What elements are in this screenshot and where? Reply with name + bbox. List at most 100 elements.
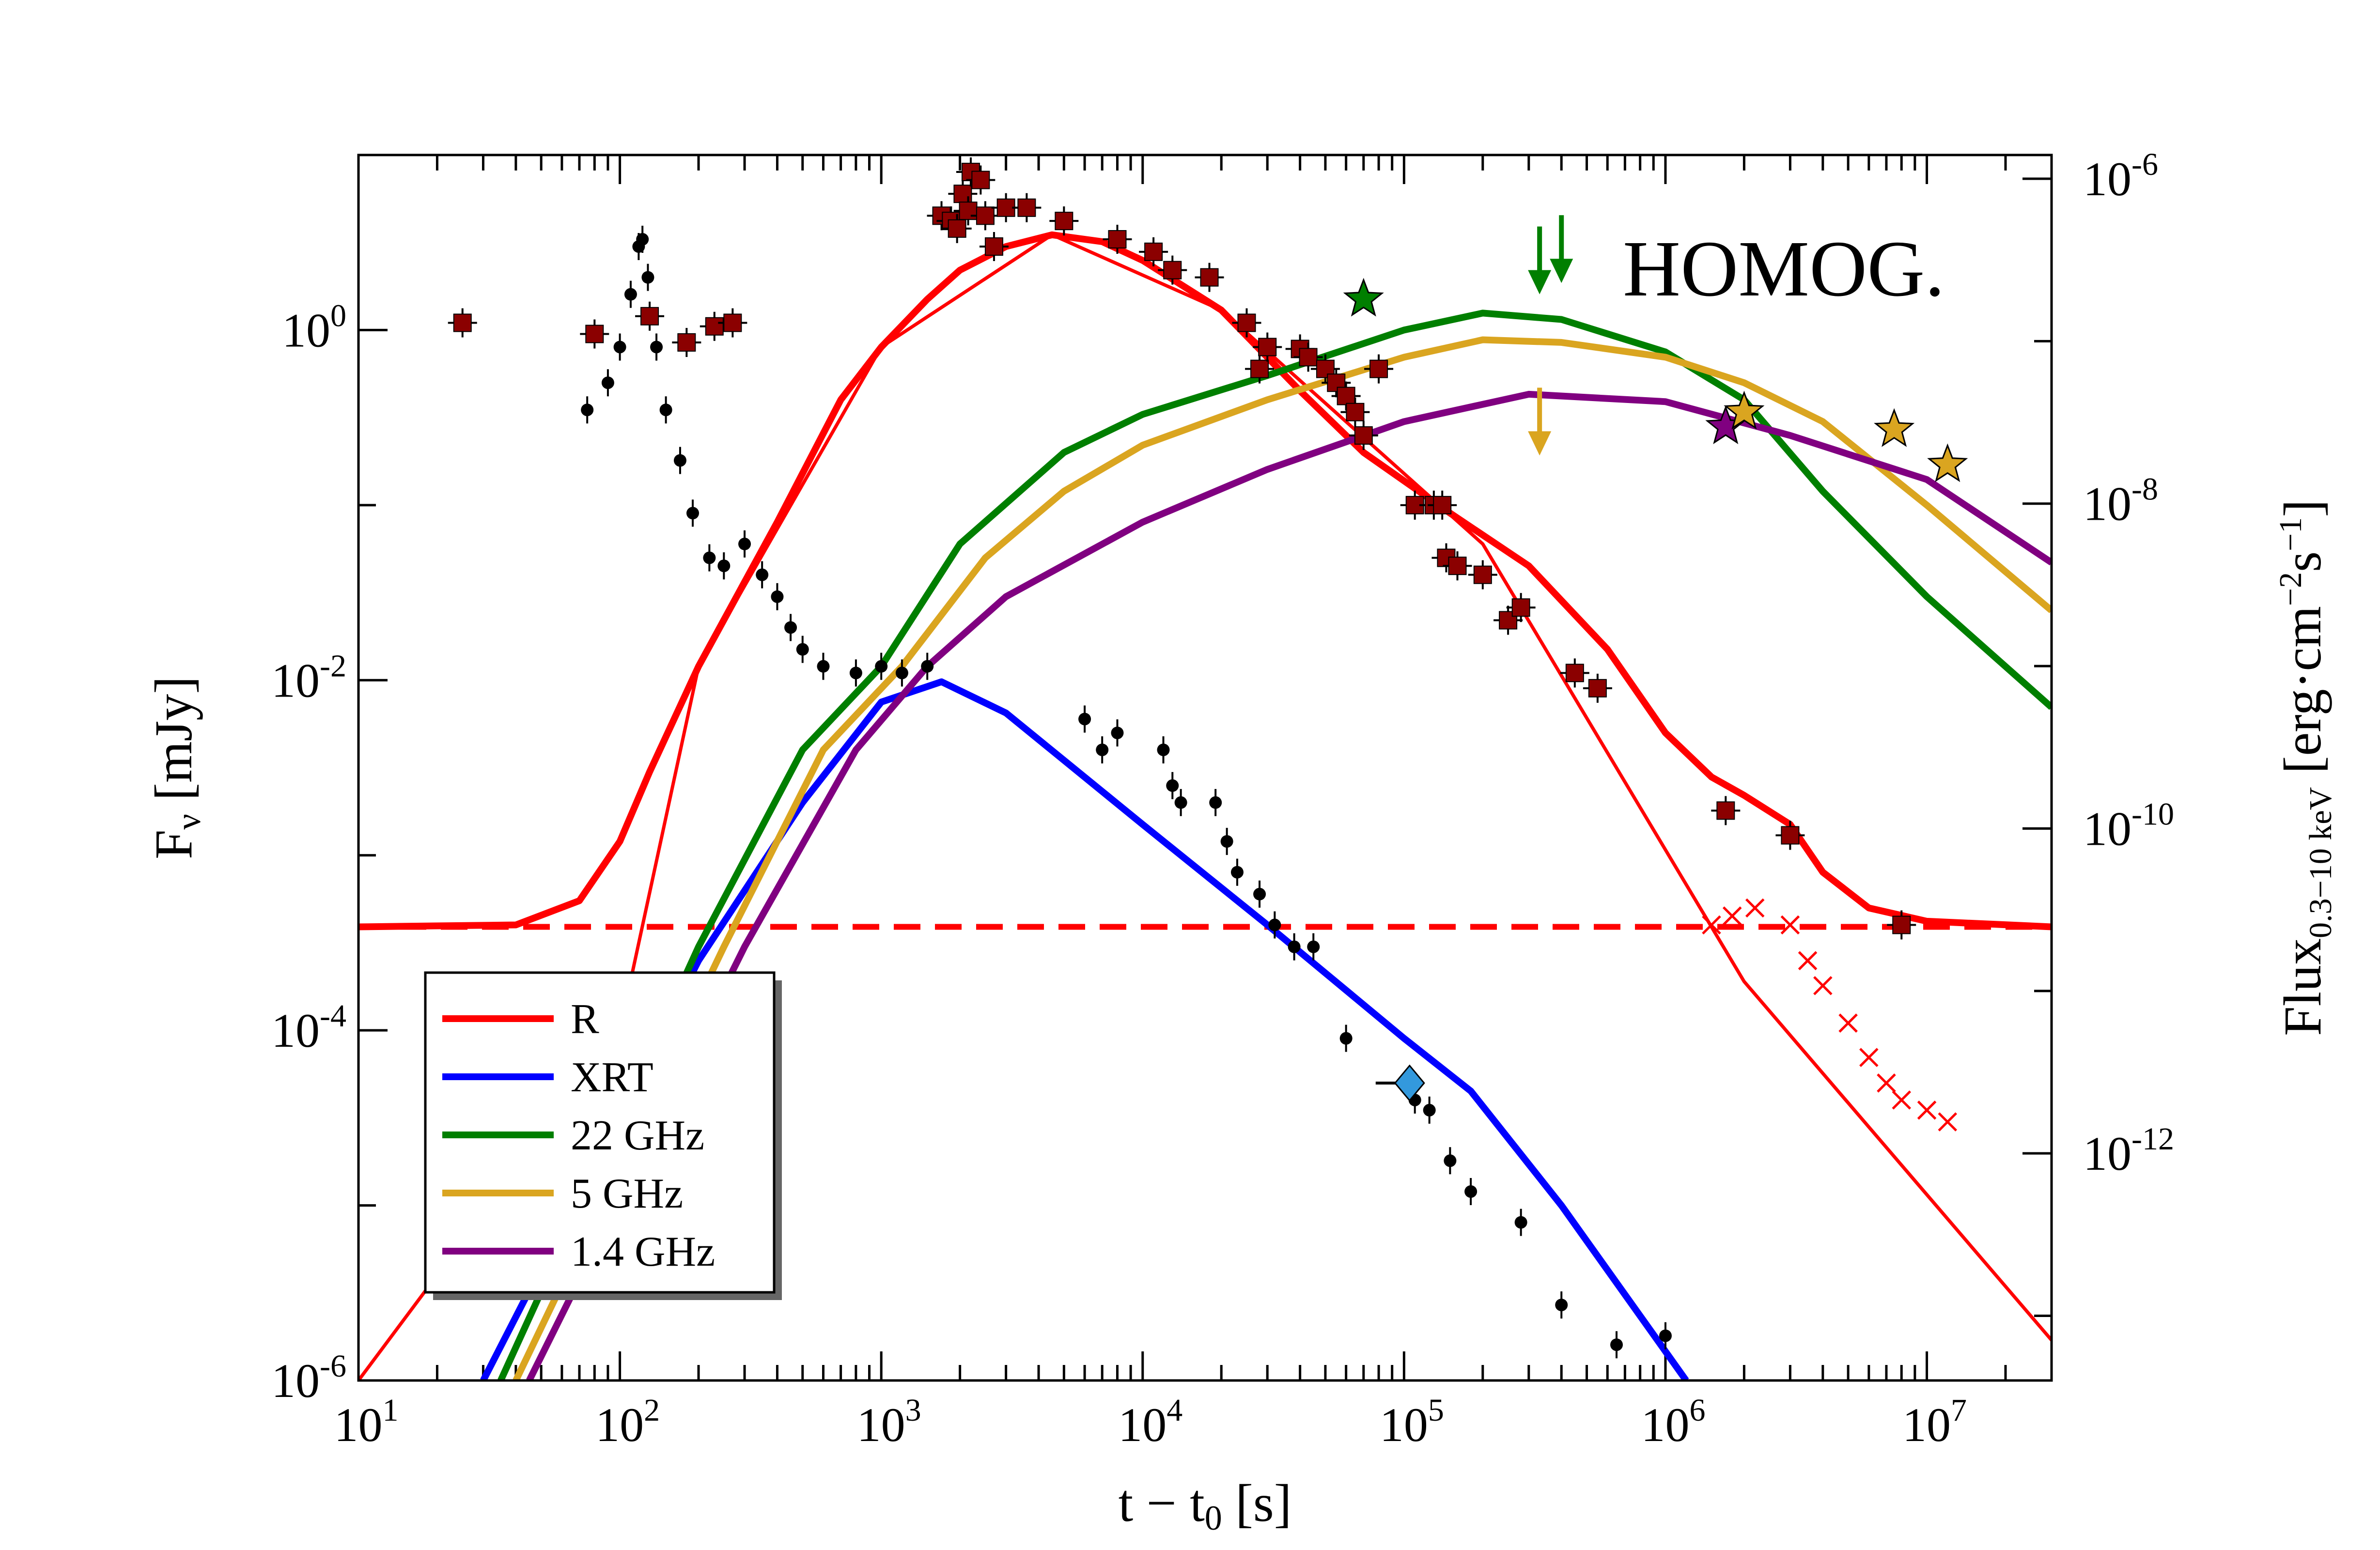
xrt-data-point <box>1220 835 1233 848</box>
xrt-data-point <box>601 376 614 389</box>
y-right-title-sup1: −2 <box>2273 572 2308 606</box>
xrt-data-point <box>624 288 637 301</box>
xrt-data-point <box>659 403 672 417</box>
xrt-data-point <box>796 643 809 656</box>
radio-star-point <box>1927 443 1968 482</box>
r-data-point <box>1108 230 1127 249</box>
x-tick-label: 101 <box>334 1393 399 1452</box>
xrt-data-point <box>1307 940 1320 953</box>
r-data-point <box>1250 359 1269 378</box>
r-data-point <box>1781 826 1800 845</box>
r-data-point <box>677 333 696 352</box>
xrt-data-point <box>1111 727 1124 740</box>
xrt-data-point <box>1555 1299 1568 1312</box>
xrt-data-point <box>849 666 862 680</box>
xrt-data-point <box>1166 779 1179 792</box>
r-data-point <box>1354 426 1373 445</box>
xrt-data-point <box>1659 1329 1672 1342</box>
xrt-data-point <box>673 454 686 467</box>
r-data-point <box>996 198 1015 217</box>
y-left-axis-title: Fν [mJy] <box>144 676 208 859</box>
xrt-data-point <box>1209 796 1222 809</box>
y-left-tick-label: 10-2 <box>271 648 346 707</box>
series-line-1-4-ghz <box>526 390 2052 1380</box>
r-data-point <box>1299 348 1318 367</box>
radio-star-point <box>1874 408 1915 447</box>
x-axis-title-main: t − t <box>1119 1473 1205 1533</box>
y-right-axis-title: Flux0.3−10 keV [erg·cm−2s−1] <box>2273 499 2338 1036</box>
r-data-point <box>1200 268 1219 287</box>
x-tick-label: 107 <box>1902 1393 1967 1452</box>
xrt-data-point <box>1078 713 1091 726</box>
y-right-title-unit: [erg·cm <box>2273 606 2332 787</box>
xrt-data-point <box>581 403 594 417</box>
x-axis-title: t − t0 [s] <box>1119 1473 1292 1537</box>
r-late-data-point <box>1798 951 1818 971</box>
data-points <box>448 157 1968 1359</box>
series-line-r-afterglow-only- <box>358 233 2052 1380</box>
y-left-tick-labels: 100 10-2 10-4 10-6 <box>271 298 346 1408</box>
xrt-data-point <box>1096 744 1109 757</box>
xrt-data-point <box>875 660 888 673</box>
r-data-point <box>723 313 742 332</box>
xrt-data-point <box>738 538 751 551</box>
r-data-point <box>1346 403 1365 421</box>
r-data-point <box>1369 359 1388 378</box>
y-right-tick-label: 10-10 <box>2083 796 2174 855</box>
y-right-title-sup2: −1 <box>2273 517 2308 551</box>
x-tick-label: 103 <box>857 1393 921 1452</box>
xrt-data-point <box>1174 796 1187 809</box>
x-tick-label: 106 <box>1641 1393 1705 1452</box>
xrt-data-point <box>641 271 654 284</box>
y-right-tick-label: 10-6 <box>2083 147 2158 206</box>
xrt-diamond-point <box>1394 1064 1425 1102</box>
r-data-point <box>984 237 1003 256</box>
r-data-point <box>948 219 966 238</box>
r-data-point <box>1511 598 1530 617</box>
x-tick-label: 104 <box>1118 1393 1182 1452</box>
xrt-data-point <box>717 559 731 573</box>
r-data-point <box>1163 261 1182 279</box>
r-late-data-point <box>1722 906 1742 926</box>
legend-label: 1.4 GHz <box>571 1228 715 1275</box>
r-data-point <box>971 170 990 189</box>
y-left-title-sub: ν <box>169 814 208 830</box>
r-data-point <box>640 307 659 326</box>
y-right-title-end: ] <box>2273 499 2332 517</box>
chart-annotation: HOMOG. <box>1623 224 1945 313</box>
r-data-point <box>1017 198 1036 217</box>
x-axis-title-unit: [s] <box>1222 1473 1292 1533</box>
r-data-point <box>1448 557 1467 575</box>
xrt-data-point <box>771 590 784 603</box>
y-right-tick-label: 10-8 <box>2083 472 2158 531</box>
r-late-data-point <box>1745 898 1765 918</box>
r-data-point <box>1565 664 1584 682</box>
y-left-tick-label: 10-6 <box>271 1348 346 1408</box>
xrt-data-point <box>686 507 700 520</box>
r-data-point <box>1588 679 1607 698</box>
y-right-title-main: Flux <box>2273 938 2332 1036</box>
xrt-data-point <box>1230 866 1244 879</box>
y-left-title-main: F <box>144 830 203 859</box>
x-tick-labels: 101 102 103 104 105 106 107 <box>334 1393 1967 1452</box>
x-axis-title-sub: 0 <box>1205 1499 1222 1537</box>
r-data-point <box>1892 915 1911 934</box>
r-data-point <box>959 202 978 220</box>
r-data-point <box>1433 496 1452 514</box>
upper-limit-arrow-head <box>1528 431 1552 456</box>
r-late-data-point <box>1780 915 1800 935</box>
r-data-point <box>1258 338 1277 356</box>
r-data-point <box>1055 212 1073 231</box>
r-late-data-point <box>1877 1073 1896 1093</box>
r-data-point <box>1473 565 1492 584</box>
legend-label: XRT <box>571 1054 653 1101</box>
y-right-title-sub: 0.3−10 keV <box>2303 787 2338 938</box>
y-right-tick-labels: 10-6 10-8 10-10 10-12 <box>2083 147 2174 1180</box>
xrt-data-point <box>636 233 649 246</box>
xrt-data-point <box>1444 1154 1457 1167</box>
r-late-data-point <box>1892 1090 1912 1110</box>
xrt-data-point <box>1514 1216 1527 1229</box>
xrt-data-point <box>703 551 716 564</box>
xrt-data-point <box>650 341 663 354</box>
